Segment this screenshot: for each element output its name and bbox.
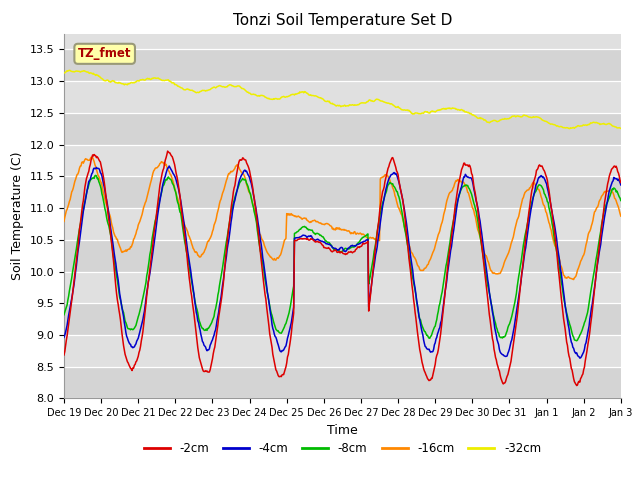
Bar xyxy=(64,49,621,81)
Bar xyxy=(64,303,621,335)
X-axis label: Time: Time xyxy=(327,424,358,437)
Y-axis label: Soil Temperature (C): Soil Temperature (C) xyxy=(11,152,24,280)
Title: Tonzi Soil Temperature Set D: Tonzi Soil Temperature Set D xyxy=(233,13,452,28)
Bar xyxy=(64,367,621,398)
Bar xyxy=(64,240,621,272)
Bar xyxy=(64,176,621,208)
Text: TZ_fmet: TZ_fmet xyxy=(78,48,131,60)
Bar xyxy=(64,113,621,144)
Legend: -2cm, -4cm, -8cm, -16cm, -32cm: -2cm, -4cm, -8cm, -16cm, -32cm xyxy=(139,438,546,460)
